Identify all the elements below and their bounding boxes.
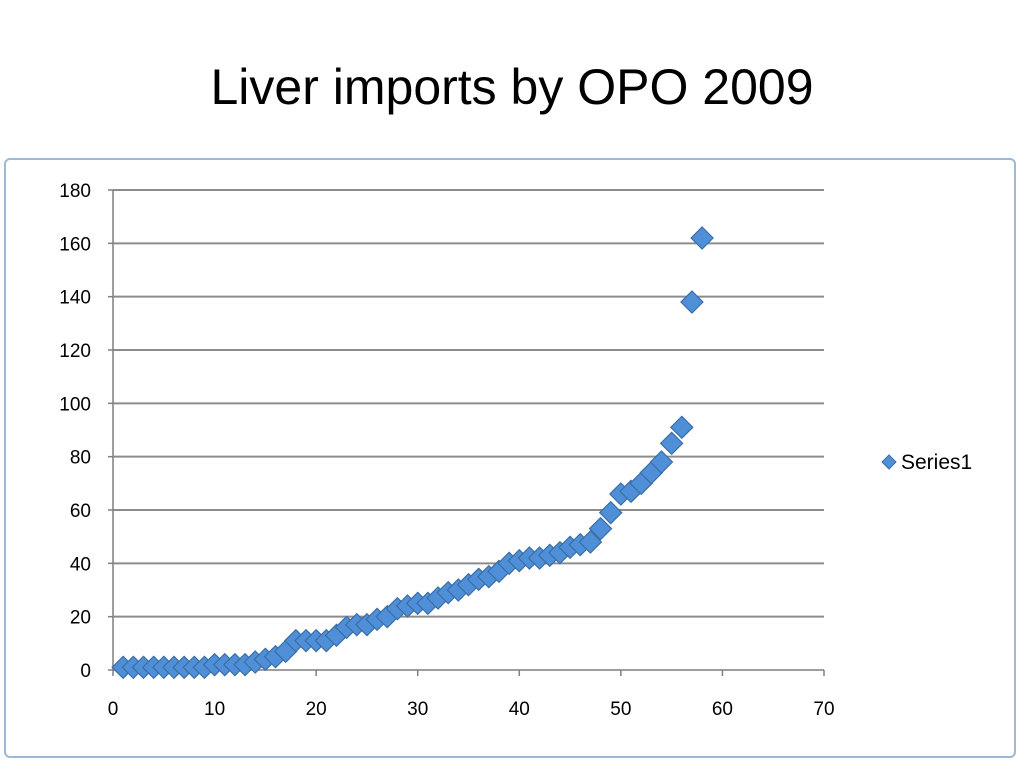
gridlines: [113, 189, 824, 618]
x-tick-label-10: 10: [204, 699, 225, 720]
x-tick-label-30: 30: [407, 699, 428, 720]
y-tick-label-40: 40: [70, 554, 91, 575]
data-point: [649, 450, 674, 474]
data-point: [598, 500, 623, 525]
y-tick-label-0: 0: [80, 661, 91, 682]
x-tick-label-0: 0: [108, 699, 119, 720]
legend: Series1: [881, 451, 972, 474]
x-tick-label-20: 20: [306, 699, 327, 720]
data-points: [111, 226, 714, 680]
y-tick-labels: 0 20 40 60 80 100 120 140 160 180: [59, 181, 91, 682]
data-point: [659, 431, 684, 456]
x-tick-label-60: 60: [712, 699, 733, 720]
data-point: [690, 226, 714, 250]
data-point: [588, 516, 613, 541]
y-tick-label-100: 100: [59, 394, 91, 415]
x-tick-label-50: 50: [610, 699, 631, 720]
y-tick-label-140: 140: [59, 288, 91, 309]
y-tick-label-80: 80: [70, 448, 91, 469]
axes: [108, 189, 825, 676]
legend-marker-series-1: [881, 454, 897, 470]
chart-svg: 0 20 40 60 80 100 120 140 160 180 0 10 20 30 40 50 60 70…: [59, 181, 972, 720]
y-tick-label-20: 20: [70, 608, 91, 629]
x-tick-label-70: 70: [813, 699, 834, 720]
y-tick-label-60: 60: [70, 501, 91, 522]
x-tick-label-40: 40: [509, 699, 530, 720]
x-tick-labels: 0 10 20 30 40 50 60 70: [108, 699, 835, 720]
legend-label-series-1: Series1: [901, 451, 972, 474]
y-tick-label-180: 180: [59, 181, 91, 202]
chart-frame: 0 20 40 60 80 100 120 140 160 180 0 10 20 30 40 50 60 70…: [4, 158, 1016, 758]
y-tick-label-160: 160: [59, 234, 91, 255]
data-point: [669, 415, 694, 440]
data-point: [680, 290, 704, 314]
y-tick-label-120: 120: [59, 341, 91, 362]
slide-title: Liver imports by OPO 2009: [210, 59, 814, 115]
data-point: [578, 530, 603, 554]
